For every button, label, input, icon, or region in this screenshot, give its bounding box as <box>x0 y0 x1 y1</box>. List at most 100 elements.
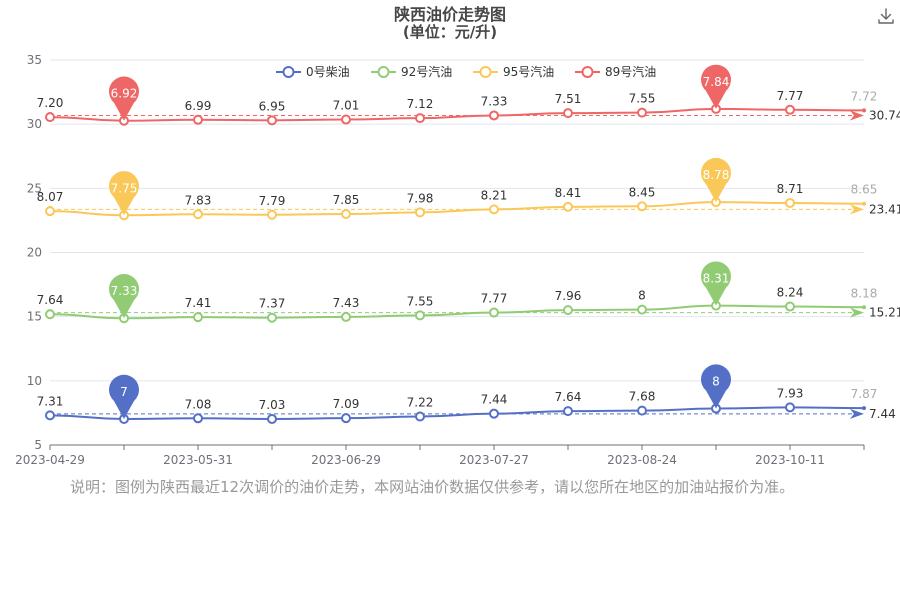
data-point <box>637 107 647 118</box>
data-point <box>785 104 795 115</box>
data-point <box>45 112 55 123</box>
data-label: 7.20 <box>37 96 64 110</box>
average-arrow <box>850 110 864 121</box>
data-label: 7.31 <box>37 394 64 408</box>
data-label: 6.99 <box>185 99 212 113</box>
data-point <box>415 411 425 422</box>
data-point <box>341 311 351 322</box>
data-label: 8.21 <box>481 188 508 202</box>
data-label: 7.87 <box>851 387 878 401</box>
y-tick-label: 20 <box>27 246 42 260</box>
data-label: 7.96 <box>555 289 582 303</box>
data-point <box>415 113 425 124</box>
legend-marker <box>282 66 295 78</box>
series-1: 7.44 7.31 7.08 7.03 7.09 7.22 7.44 7.64 7.68 7.93… <box>37 364 896 424</box>
data-label: 7.64 <box>555 390 582 404</box>
data-label: 8 <box>638 289 646 303</box>
x-tick-label: 2023-04-29 <box>15 453 85 467</box>
min-marker-pin: 7.75 <box>109 171 139 216</box>
data-point <box>637 304 647 315</box>
data-label: 7.37 <box>259 297 286 311</box>
series-2: 15.21 7.64 7.41 7.37 7.43 7.55 7.77 7.96 8 8.24 8.… <box>37 261 900 324</box>
legend-item: 0号柴油 <box>276 65 350 79</box>
data-point <box>267 115 277 126</box>
download-icon[interactable] <box>876 6 896 26</box>
data-point <box>862 201 866 206</box>
data-point <box>563 108 573 119</box>
data-label: 7.44 <box>481 393 508 407</box>
average-arrow <box>850 408 864 419</box>
min-pin-shape <box>109 374 139 419</box>
data-point <box>785 402 795 413</box>
legend-marker <box>377 66 390 78</box>
chart-subtitle: (单位：元/升) <box>403 23 497 41</box>
x-tick-label: 2023-08-24 <box>607 453 677 467</box>
max-pin-label: 7.84 <box>703 75 730 89</box>
data-label: 7.83 <box>185 193 212 207</box>
min-marker-pin: 7 <box>109 374 139 419</box>
legend-item: 92号汽油 <box>371 64 452 79</box>
legend-marker <box>479 66 492 78</box>
y-tick-label: 10 <box>27 374 42 388</box>
data-label: 7.85 <box>333 193 360 207</box>
data-point <box>267 413 277 424</box>
data-label: 7.98 <box>407 191 434 205</box>
max-pin-label: 8 <box>712 375 720 389</box>
data-point <box>785 301 795 312</box>
data-label: 7.01 <box>333 99 360 113</box>
data-point <box>489 204 499 215</box>
min-pin-shape <box>109 171 139 216</box>
legend-label: 92号汽油 <box>401 64 452 79</box>
x-tick-label: 2023-10-11 <box>755 453 825 467</box>
data-label: 8.41 <box>555 186 582 200</box>
data-label: 7.55 <box>407 294 434 308</box>
min-marker-pin: 6.92 <box>108 76 139 121</box>
data-label: 7.09 <box>333 397 360 411</box>
data-label: 7.55 <box>629 92 656 106</box>
data-point <box>267 209 277 220</box>
max-pin-label: 8.31 <box>703 272 730 286</box>
y-tick-label: 15 <box>27 310 42 324</box>
data-label: 7.41 <box>185 296 212 310</box>
min-pin-shape <box>109 274 139 319</box>
data-label: 8.71 <box>777 182 804 196</box>
data-label: 7.77 <box>777 89 804 103</box>
data-label: 7.33 <box>481 94 508 108</box>
min-pin-shape <box>108 76 139 121</box>
data-label: 7.12 <box>407 97 434 111</box>
data-point <box>637 405 647 416</box>
x-tick-label: 2023-05-31 <box>163 453 233 467</box>
data-label: 7.68 <box>629 390 656 404</box>
x-tick-label: 2023-06-29 <box>311 453 381 467</box>
legend: 0号柴油 92号汽油 95号汽油 89号汽油 <box>276 64 656 79</box>
data-point <box>193 114 203 125</box>
min-pin-label: 6.92 <box>111 87 138 101</box>
y-tick-label: 35 <box>27 53 42 67</box>
max-pin-label: 8.78 <box>703 168 730 182</box>
data-label: 7.64 <box>37 293 64 307</box>
max-marker-pin: 8.78 <box>701 157 732 203</box>
average-label: 30.74 <box>869 108 900 122</box>
max-marker-pin: 7.84 <box>701 64 732 109</box>
data-label: 7.79 <box>259 194 286 208</box>
min-pin-label: 7.33 <box>111 284 138 298</box>
data-point <box>193 413 203 424</box>
min-marker-pin: 7.33 <box>109 274 139 319</box>
max-pin-shape <box>701 364 732 409</box>
data-label: 7.43 <box>333 296 360 310</box>
y-axis: 5 10 15 20 25 30 35 <box>27 53 42 452</box>
legend-marker <box>581 66 594 78</box>
data-label: 8.24 <box>777 286 804 300</box>
data-label: 7.72 <box>851 89 878 103</box>
data-point <box>862 406 866 411</box>
data-point <box>489 110 499 121</box>
max-pin-shape <box>701 157 732 203</box>
data-point <box>267 312 277 323</box>
legend-label: 0号柴油 <box>306 65 350 79</box>
series-line <box>49 107 865 122</box>
legend-label: 95号汽油 <box>503 64 554 79</box>
data-label: 7.03 <box>259 398 286 412</box>
average-arrow <box>850 307 864 318</box>
disclaimer-note: 说明：图例为陕西最近12次调价的油价走势，本网站油价数据仅供参考，请以您所在地区… <box>70 478 795 496</box>
